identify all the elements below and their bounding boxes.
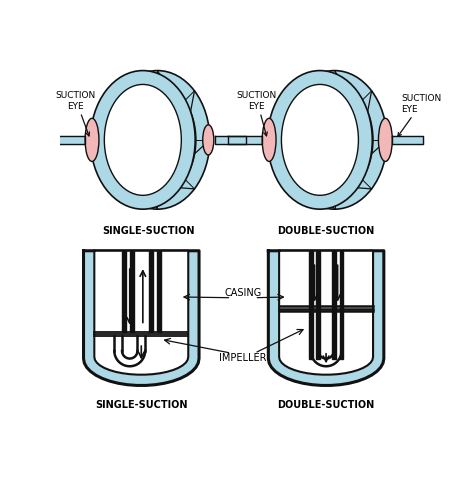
Text: SUCTION
EYE: SUCTION EYE [398,94,442,137]
Ellipse shape [282,85,358,196]
Text: DOUBLE-SUCTION: DOUBLE-SUCTION [277,399,375,409]
Polygon shape [94,251,188,375]
Ellipse shape [378,119,392,162]
Ellipse shape [91,72,195,210]
Ellipse shape [267,72,372,210]
Polygon shape [83,251,199,385]
Text: SUCTION
EYE: SUCTION EYE [237,91,277,137]
Ellipse shape [262,119,276,162]
Polygon shape [130,251,134,332]
Polygon shape [215,137,246,144]
Polygon shape [392,137,423,144]
Polygon shape [339,251,343,360]
Polygon shape [149,251,153,332]
Ellipse shape [105,72,210,210]
Polygon shape [157,251,161,332]
Text: IMPELLER: IMPELLER [219,352,267,362]
Text: SINGLE-SUCTION: SINGLE-SUCTION [103,225,195,235]
Ellipse shape [119,85,196,196]
Polygon shape [309,251,313,360]
Ellipse shape [85,119,99,162]
Polygon shape [317,251,320,360]
Polygon shape [279,251,373,375]
Text: SINGLE-SUCTION: SINGLE-SUCTION [95,399,188,409]
Ellipse shape [282,72,387,210]
Polygon shape [268,251,384,385]
Ellipse shape [203,126,214,156]
Text: DOUBLE-SUCTION: DOUBLE-SUCTION [277,225,375,235]
Text: SUCTION
EYE: SUCTION EYE [56,91,96,137]
Polygon shape [332,251,336,360]
Polygon shape [228,137,262,144]
Ellipse shape [104,85,182,196]
Text: CASING: CASING [224,287,262,297]
Polygon shape [50,137,85,144]
Ellipse shape [296,85,373,196]
Polygon shape [122,251,126,332]
